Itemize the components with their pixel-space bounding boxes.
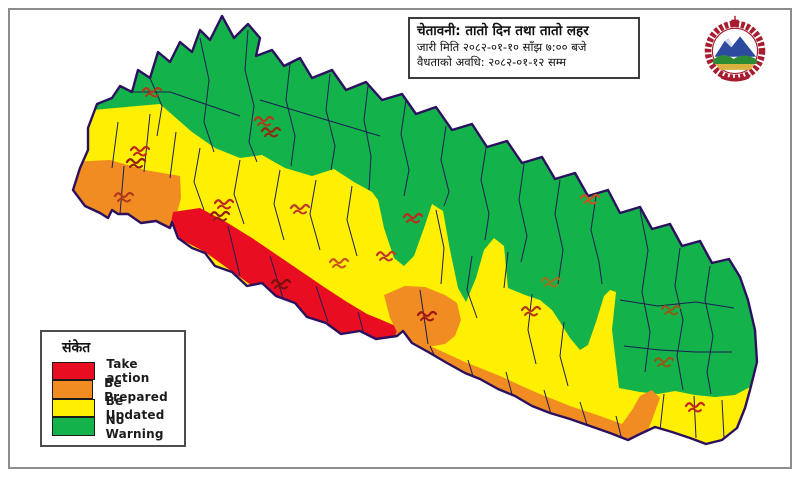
legend-label: Take action — [106, 357, 150, 386]
district-border-line — [357, 311, 365, 335]
district-border-line — [149, 77, 163, 137]
district-border-line — [169, 131, 177, 179]
district-border-line — [435, 209, 445, 285]
emblem-mountains — [714, 36, 757, 57]
district-border-line — [559, 321, 569, 387]
district-border-line — [193, 147, 205, 211]
district-border-line — [619, 299, 735, 309]
heat-wave-symbol-icon — [141, 86, 163, 98]
district-border-line — [111, 121, 119, 169]
heat-wave-symbol-icon — [113, 191, 135, 203]
district-border-line — [704, 265, 714, 395]
warning-title: चेतावनी: तातो दिन तथा तातो लहर — [417, 23, 589, 39]
district-border-line — [659, 393, 665, 431]
heat-wave-symbol-icon — [375, 250, 397, 262]
warning-validity-line: वैधताको अवधि: २०८२-०१-१२ सम्म — [417, 55, 567, 70]
district-border-line — [543, 389, 552, 415]
district-border-line — [285, 63, 296, 167]
legend-rows: Take action Be Prepared Be Updated No Warni… — [52, 357, 184, 441]
heat-wave-symbol-icon — [402, 212, 424, 224]
legend-item: Be Prepared — [52, 376, 184, 404]
district-border-line — [440, 125, 450, 207]
district-border-line — [400, 99, 410, 197]
country-outline — [71, 14, 759, 446]
emblem-hills — [713, 55, 757, 65]
emblem-base — [716, 64, 754, 70]
region-south-terai-orange-band — [392, 328, 660, 444]
emblem-crest-flag — [731, 15, 739, 27]
legend-item: Be Updated — [52, 394, 184, 422]
district-border-line — [480, 147, 490, 241]
heat-wave-symbol-icon — [213, 198, 235, 210]
heat-wave-symbol-icon — [660, 304, 682, 316]
heat-wave-symbol-icon — [540, 276, 562, 288]
district-border-line — [244, 29, 258, 163]
country-base-region — [73, 16, 757, 444]
district-border-line — [325, 73, 336, 171]
district-border-line — [233, 159, 245, 225]
district-border-line — [693, 395, 697, 439]
district-border-line — [309, 179, 321, 251]
district-border-line — [639, 209, 651, 373]
heat-wave-symbol-icon — [270, 278, 292, 290]
district-border-line — [518, 163, 528, 263]
heat-wave-symbol-icon — [209, 210, 231, 222]
district-border-line — [199, 37, 215, 153]
legend-title: संकेत — [62, 340, 91, 356]
heat-wave-symbol-icon — [129, 145, 151, 157]
district-border-line — [721, 399, 725, 439]
legend: संकेत Take action Be Prepared Be Updated No… — [40, 330, 186, 447]
heat-wave-symbol-icon — [416, 310, 438, 322]
heat-wave-symbol-icon — [260, 126, 282, 138]
legend-swatch-be_prepared — [52, 380, 94, 399]
legend-label: Be Updated — [105, 394, 165, 423]
district-border-line — [119, 165, 125, 215]
district-border-line — [315, 285, 329, 323]
legend-swatch-be_updated — [52, 398, 95, 418]
district-border-line — [227, 225, 241, 277]
warning-issued-line: जारी मिति २०८२-०१-१० साँझ ७:०० बजे — [417, 39, 587, 54]
district-border-line — [554, 179, 564, 285]
district-border-line — [527, 293, 537, 365]
district-border-line — [503, 251, 509, 289]
region-southwest-red-band — [170, 208, 406, 348]
legend-item: Take action — [52, 357, 184, 385]
nepal-government-emblem-icon — [704, 15, 766, 82]
district-border-line — [259, 99, 381, 137]
district-border-line — [674, 247, 684, 391]
legend-label: Be Prepared — [104, 375, 168, 404]
warning-text-box: चेतावनी: तातो दिन तथा तातो लहर जारी मिति… — [408, 17, 640, 79]
district-border-line — [363, 85, 372, 191]
legend-swatch-take_action — [52, 361, 96, 381]
legend-swatch-no_warning — [52, 417, 95, 436]
emblem-snow — [724, 37, 733, 48]
heat-wave-symbol-icon — [289, 203, 311, 215]
legend-label: No Warning — [105, 413, 164, 442]
district-border-line — [590, 195, 603, 285]
heat-wave-symbol-icon — [684, 401, 706, 413]
district-border-line — [143, 113, 151, 173]
heat-wave-symbol-icon — [328, 257, 350, 269]
heat-wave-symbol-icon — [125, 157, 147, 169]
district-border-line — [346, 185, 358, 257]
district-border-line — [466, 255, 478, 319]
heat-wave-symbol-icon — [653, 356, 675, 368]
district-border-line — [269, 255, 284, 299]
legend-item: No Warning — [52, 413, 184, 441]
heat-wave-symbol-icon — [579, 193, 601, 205]
district-border-line — [273, 169, 285, 241]
district-border-line — [623, 345, 732, 353]
heat-wave-symbol-icon — [520, 305, 542, 317]
heat-wave-symbol-icon — [253, 115, 275, 127]
